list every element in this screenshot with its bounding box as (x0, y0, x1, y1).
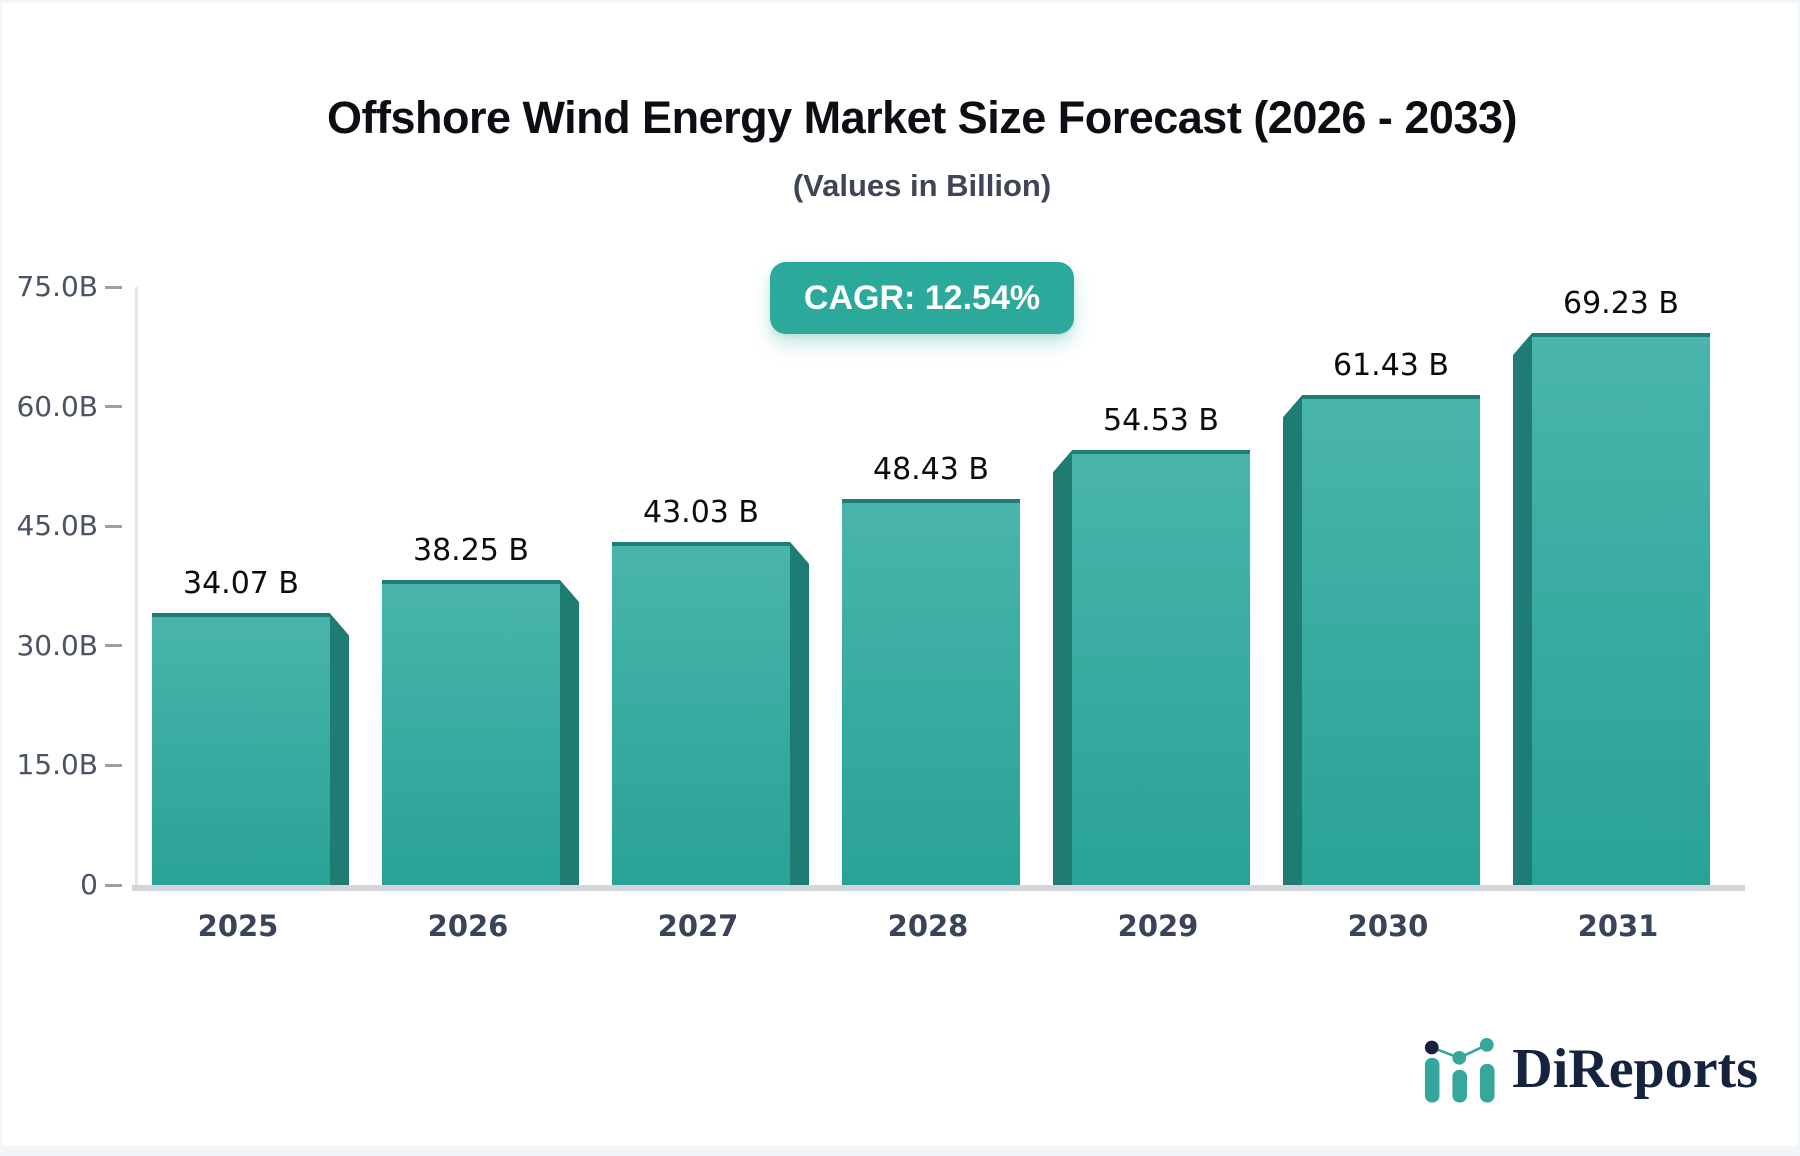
y-axis-label: 30.0B (16, 628, 98, 662)
y-axis-tick (105, 763, 122, 767)
bar-3d-bevel (330, 613, 349, 885)
x-axis-baseline (132, 885, 1745, 891)
y-axis-label: 0 (80, 868, 98, 901)
brand-logo: DiReports (1418, 1032, 1758, 1106)
bar-3d-bevel (790, 541, 809, 885)
bar-value-label: 34.07 B (182, 566, 300, 602)
x-axis-label: 2031 (1577, 909, 1659, 943)
bar-value-label: 54.53 B (1102, 403, 1220, 439)
bar-3d-bevel (1513, 333, 1532, 885)
bar-3d-bevel (1283, 395, 1302, 885)
bar-2025: 34.07 B (152, 566, 349, 885)
chart-title: Offshore Wind Energy Market Size Forecas… (326, 92, 1518, 143)
y-axis-tick (105, 524, 122, 528)
cagr-badge: CAGR: 12.54% (769, 262, 1075, 334)
x-axis-label: 2027 (657, 909, 739, 943)
bar-3d-bevel (1053, 450, 1072, 885)
bar-2030: 61.43 B (1283, 348, 1480, 885)
cagr-badge-row: CAGR: 12.54% (44, 262, 1800, 334)
bar-value-label: 61.43 B (1332, 348, 1450, 384)
bar-2029: 54.53 B (1053, 403, 1250, 885)
y-axis-tick (105, 405, 122, 409)
bar-2026: 38.25 B (382, 533, 579, 885)
brand-logo-text: DiReports (1512, 1038, 1758, 1100)
y-axis-tick (105, 644, 122, 648)
bar-value-label: 48.43 B (872, 451, 990, 487)
y-axis-label: 15.0B (16, 748, 98, 782)
plot-area: 34.07 B 38.25 B 43.03 B 48.43 B 54.53 B 61.43… (135, 286, 1745, 885)
bar-value-label: 43.03 B (642, 494, 760, 530)
x-axis-label: 2028 (887, 909, 969, 943)
x-axis-label: 2030 (1347, 909, 1429, 943)
y-axis-tick (105, 883, 122, 887)
x-axis-label: 2026 (427, 909, 509, 943)
bar-chart-trend-icon (1425, 1038, 1495, 1103)
y-axis-label: 75.0B (16, 270, 98, 303)
chart-subtitle: (Values in Billion) (792, 168, 1052, 203)
bar-2031: 69.23 B (1513, 286, 1710, 885)
bar-2027: 43.03 B (612, 495, 809, 885)
y-axis-label: 60.0B (16, 389, 98, 423)
x-axis-label: 2025 (197, 909, 279, 943)
bar-2028: 48.43 B (842, 452, 1020, 885)
bar-value-label: 69.23 B (1562, 286, 1680, 322)
y-axis-label: 45.0B (16, 509, 98, 543)
bar-value-label: 38.25 B (412, 533, 530, 569)
x-axis-label: 2029 (1117, 909, 1199, 943)
y-axis-tick (105, 285, 122, 289)
bar-3d-bevel (560, 580, 579, 885)
